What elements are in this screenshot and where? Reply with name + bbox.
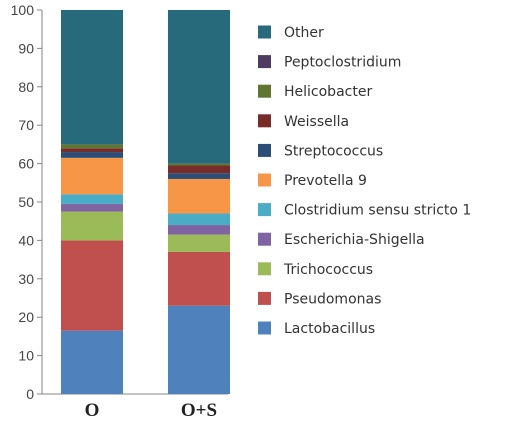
bar-segment-weissella-o-s <box>168 165 230 174</box>
bar-segment-weissella-o <box>61 148 123 153</box>
bar-segment-trichococcus-o-s <box>168 234 230 252</box>
legend-item-lactobacillus: Lactobacillus <box>258 321 375 337</box>
legend-label: Clostridium sensu stricto 1 <box>284 203 471 219</box>
y-tick-label: 60 <box>18 156 34 172</box>
y-tick-label: 90 <box>18 40 34 56</box>
bar-segment-streptococcus-o-s <box>168 173 230 179</box>
bar-segment-escherichia-shigella-o-s <box>168 225 230 235</box>
legend-swatch <box>258 55 271 69</box>
legend-label: Other <box>284 25 324 41</box>
bars <box>61 10 230 394</box>
legend-swatch <box>258 232 271 246</box>
bar-segment-helicobacter-o-s <box>168 163 230 166</box>
legend-label: Helicobacter <box>284 84 372 100</box>
legend-item-pseudomonas: Pseudomonas <box>258 291 381 307</box>
legend-swatch <box>258 143 271 157</box>
legend-swatch <box>258 84 271 98</box>
legend-item-prevotella-9: Prevotella 9 <box>258 173 367 189</box>
y-tick-label: 0 <box>26 386 34 402</box>
legend-item-streptococcus: Streptococcus <box>258 143 383 159</box>
bar-segment-streptococcus-o <box>61 152 123 158</box>
bar-segment-trichococcus-o <box>61 211 123 241</box>
legend-label: Escherichia-Shigella <box>284 232 425 248</box>
bar-segment-lactobacillus-o-s <box>168 305 230 394</box>
legend-label: Lactobacillus <box>284 321 375 337</box>
bar-segment-helicobacter-o <box>61 144 123 149</box>
bar-segment-other-o <box>61 10 123 145</box>
bar-segment-escherichia-shigella-o <box>61 203 123 212</box>
bar-segment-prevotella-9-o-s <box>168 178 230 214</box>
axis-labels: 0 10 20 30 40 50 60 70 80 90 100 O O+S <box>11 2 217 421</box>
y-tick-label: 50 <box>18 194 34 210</box>
legend-label: Peptoclostridium <box>284 55 401 71</box>
legend-item-helicobacter: Helicobacter <box>258 84 372 100</box>
y-tick-label: 10 <box>18 348 34 364</box>
bar-segment-prevotella-9-o <box>61 157 123 195</box>
legend-swatch <box>258 114 271 128</box>
y-tick-label: 20 <box>18 309 34 325</box>
legend-label: Pseudomonas <box>284 291 381 307</box>
bar-segment-clostridium-sensu-stricto-1-o-s <box>168 213 230 226</box>
bar-segment-other-o-s <box>168 10 230 164</box>
legend-swatch <box>258 203 271 217</box>
x-category-label-o-s: O+S <box>181 400 217 421</box>
legend-swatch <box>258 173 271 187</box>
bar-segment-clostridium-sensu-stricto-1-o <box>61 194 123 204</box>
y-tick-label: 80 <box>18 79 34 95</box>
legend-label: Weissella <box>284 114 349 130</box>
y-tick-label: 100 <box>11 2 35 18</box>
legend-swatch <box>258 291 271 305</box>
y-tick-label: 70 <box>18 117 34 133</box>
legend-swatch <box>258 25 271 39</box>
bar-segment-lactobacillus-o <box>61 330 123 394</box>
legend-item-peptoclostridium: Peptoclostridium <box>258 55 401 71</box>
y-tick-label: 30 <box>18 271 34 287</box>
legend-item-clostridium-sensu-stricto-1: Clostridium sensu stricto 1 <box>258 203 471 219</box>
legend-label: Trichococcus <box>283 262 373 278</box>
legend-swatch <box>258 262 271 276</box>
y-tick-label: 40 <box>18 232 34 248</box>
bar-segment-pseudomonas-o <box>61 240 123 331</box>
legend-item-weissella: Weissella <box>258 114 349 130</box>
legend-item-trichococcus: Trichococcus <box>258 262 373 278</box>
legend-item-other: Other <box>258 25 324 41</box>
legend-item-escherichia-shigella: Escherichia-Shigella <box>258 232 425 248</box>
legend: Other Peptoclostridium Helicobacter Weissel… <box>258 25 471 337</box>
legend-swatch <box>258 321 271 335</box>
legend-label: Prevotella 9 <box>284 173 367 189</box>
legend-label: Streptococcus <box>284 143 383 159</box>
bar-segment-pseudomonas-o-s <box>168 251 230 306</box>
x-category-label-o: O <box>85 400 100 421</box>
